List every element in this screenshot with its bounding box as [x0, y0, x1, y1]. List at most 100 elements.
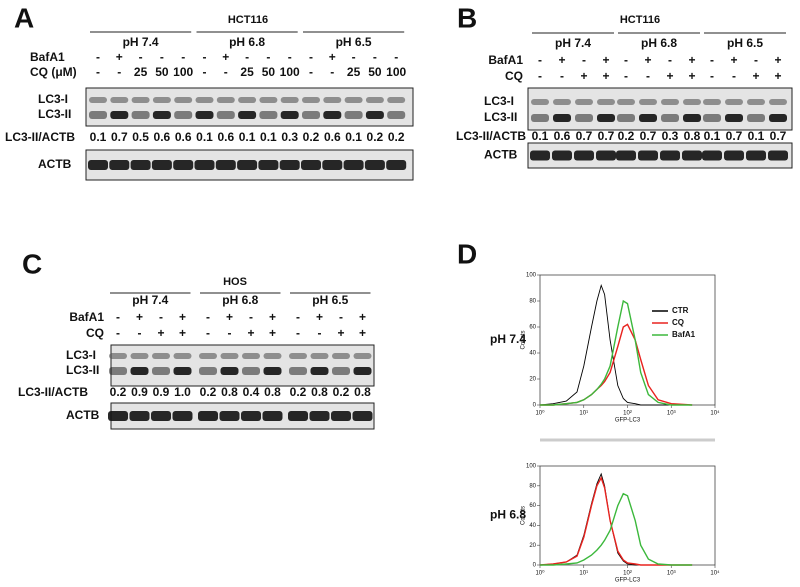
band-label: LC3-I: [484, 94, 514, 108]
treatment-value: -: [245, 50, 249, 64]
ratio-value: 0.6: [154, 130, 171, 144]
ratio-value: 0.1: [748, 129, 765, 143]
band: [238, 97, 257, 103]
ratio-value: 0.7: [111, 130, 128, 144]
band: [130, 353, 149, 359]
treatment-value: -: [710, 69, 714, 83]
ratio-value: 0.2: [290, 385, 307, 399]
band: [109, 353, 127, 359]
treatment-value: -: [646, 69, 650, 83]
y-axis-label: Counts: [521, 330, 527, 349]
x-tick-label: 10³: [667, 571, 676, 577]
ratio-value: 0.2: [200, 385, 217, 399]
band: [724, 150, 744, 161]
ratio-value: 0.2: [367, 130, 384, 144]
treatment-value: +: [359, 310, 366, 324]
band: [194, 160, 215, 170]
band: [238, 111, 257, 119]
band: [280, 97, 299, 103]
treatment-value: -: [330, 65, 334, 79]
treatment-value: +: [359, 326, 366, 340]
loading-control: ACTB: [66, 408, 100, 422]
treatment-value: -: [228, 326, 232, 340]
ratio-label: LC3-II/ACTB: [456, 129, 526, 143]
ratio-value: 0.6: [554, 129, 571, 143]
ratio-value: 1.0: [174, 385, 191, 399]
treatment-value: +: [602, 69, 609, 83]
band: [323, 111, 342, 119]
cell-line: HCT116: [228, 14, 268, 26]
y-tick-label: 0: [533, 563, 537, 569]
ratio-value: 0.7: [576, 129, 593, 143]
treatment-value: +: [644, 53, 651, 67]
treatment-value: +: [752, 69, 759, 83]
ratio-value: 0.6: [175, 130, 192, 144]
group-label: pH 6.5: [336, 35, 372, 49]
ratio-value: 0.7: [598, 129, 615, 143]
group-label: pH 7.4: [132, 293, 168, 307]
x-tick-label: 10⁰: [535, 570, 545, 577]
band: [220, 367, 239, 375]
treatment-value: +: [116, 50, 123, 64]
band: [386, 160, 407, 170]
band: [365, 111, 384, 119]
band: [216, 111, 235, 119]
band: [215, 160, 236, 170]
y-tick-label: 20: [529, 543, 536, 549]
treatment-value: -: [538, 53, 542, 67]
treatment-label: BafA1: [488, 53, 523, 67]
ratio-value: 0.2: [333, 385, 350, 399]
treatment-label: CQ (μM): [30, 65, 77, 79]
ratio-label: LC3-II/ACTB: [18, 385, 88, 399]
band: [387, 111, 406, 119]
treatment-value: +: [580, 69, 587, 83]
band: [660, 150, 680, 161]
y-tick-label: 80: [529, 483, 536, 489]
histogram-line: [540, 492, 693, 566]
cell-line: HCT116: [620, 14, 660, 26]
treatment-value: +: [179, 326, 186, 340]
band: [152, 353, 170, 359]
treatment-value: -: [710, 53, 714, 67]
ratio-value: 0.1: [532, 129, 549, 143]
treatment-label: CQ: [505, 69, 523, 83]
ratio-value: 0.7: [770, 129, 787, 143]
y-tick-label: 60: [529, 325, 536, 331]
band: [110, 111, 129, 119]
treatment-value: 25: [240, 65, 254, 79]
band: [617, 114, 635, 122]
band: [263, 367, 282, 375]
blot: [110, 344, 375, 387]
ratio-value: 0.5: [132, 130, 149, 144]
treatment-value: +: [222, 50, 229, 64]
loading-control: ACTB: [484, 148, 518, 162]
treatment-value: -: [96, 65, 100, 79]
treatment-value: -: [373, 50, 377, 64]
band: [198, 411, 218, 421]
treatment-value: +: [688, 53, 695, 67]
x-tick-label: 10³: [667, 411, 676, 417]
band: [174, 111, 193, 119]
y-tick-label: 60: [529, 503, 536, 509]
band: [575, 99, 593, 105]
x-tick-label: 10²: [623, 411, 632, 417]
band: [242, 367, 260, 375]
band: [131, 111, 150, 119]
band: [343, 160, 364, 170]
band: [683, 114, 701, 122]
ratio-label: LC3-II/ACTB: [5, 130, 75, 144]
band: [747, 99, 765, 105]
treatment-value: +: [774, 69, 781, 83]
band: [263, 353, 282, 359]
treatment-value: -: [538, 69, 542, 83]
treatment-label: CQ: [86, 326, 104, 340]
ratio-value: 0.1: [704, 129, 721, 143]
ratio-value: 0.2: [618, 129, 635, 143]
band: [88, 160, 108, 170]
band: [575, 114, 593, 122]
band: [219, 411, 240, 421]
treatment-value: 50: [262, 65, 276, 79]
x-tick-label: 10⁴: [710, 570, 720, 577]
treatment-value: -: [309, 65, 313, 79]
band: [639, 99, 657, 105]
